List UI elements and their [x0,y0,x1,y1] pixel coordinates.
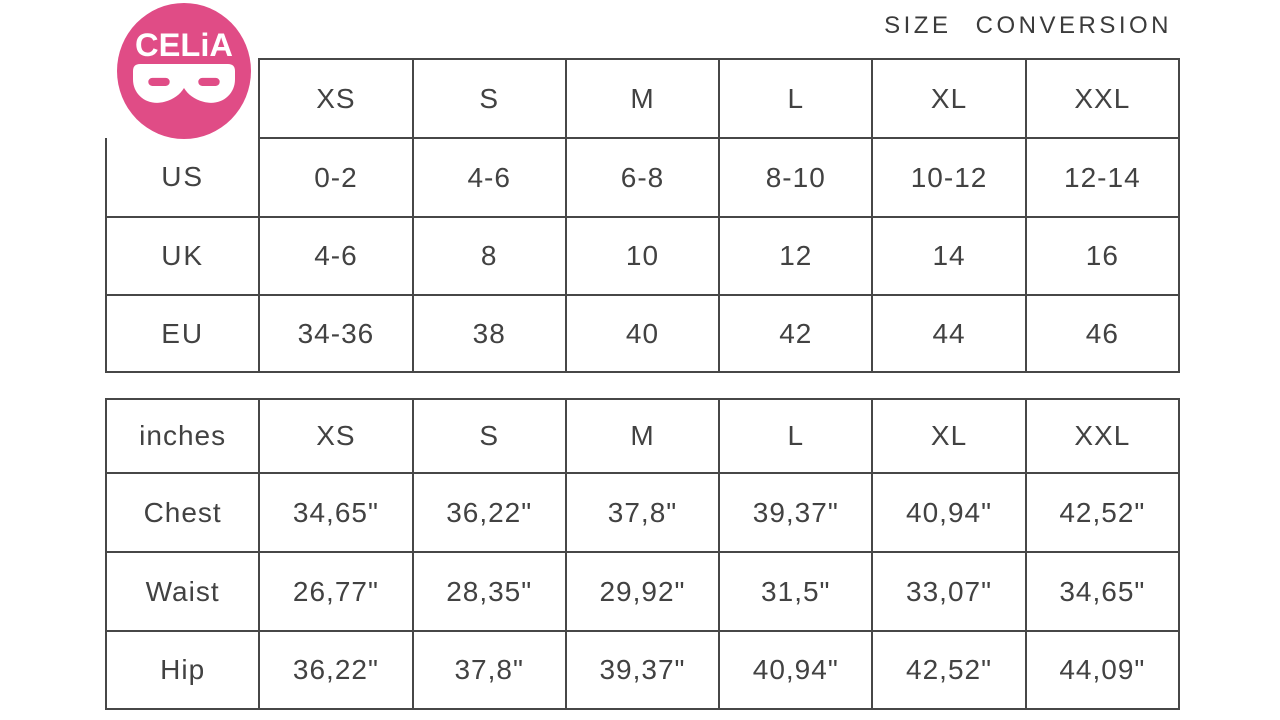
size-cell: 4-6 [411,137,567,218]
size-cell: 40 [564,294,721,373]
size-col-header-xl: XL [871,58,1027,139]
measure-cell: 37,8" [564,472,721,553]
row-label-waist: Waist [104,551,261,632]
size-conversion-table: XS S M L XL XXL US 0-2 4-6 6-8 8-10 10-1… [104,58,1181,373]
measure-cell: 34,65" [1024,551,1181,632]
row-label-chest: Chest [104,472,261,553]
table-row-uk: UK 4-6 8 10 12 14 16 [104,216,1181,296]
corner-empty-cell [106,59,261,138]
size-col-header-s: S [411,58,567,139]
size-cell: 46 [1024,294,1181,373]
measure-col-header-xl: XL [871,398,1027,474]
table-row-waist: Waist 26,77" 28,35" 29,92" 31,5" 33,07" … [104,551,1181,632]
measure-cell: 26,77" [258,551,414,632]
size-cell: 12 [718,216,874,296]
measure-cell: 42,52" [1024,472,1181,553]
measure-cell: 33,07" [871,551,1027,632]
table-row-eu: EU 34-36 38 40 42 44 46 [104,294,1181,373]
size-cell: 0-2 [258,137,414,218]
measure-header-row: inches XS S M L XL XXL [104,398,1181,474]
size-col-header-m: M [564,58,721,139]
measure-cell: 29,92" [564,551,721,632]
row-label-uk: UK [104,216,261,296]
size-col-header-xxl: XXL [1024,58,1181,139]
measure-col-header-l: L [718,398,874,474]
size-cell: 6-8 [564,137,721,218]
size-cell: 42 [718,294,874,373]
measure-cell: 28,35" [411,551,567,632]
measure-cell: 31,5" [718,551,874,632]
measure-col-header-xxl: XXL [1024,398,1181,474]
table-row-hip: Hip 36,22" 37,8" 39,37" 40,94" 42,52" 44… [104,630,1181,710]
size-cell: 12-14 [1024,137,1181,218]
measure-cell: 39,37" [718,472,874,553]
measure-cell: 40,94" [718,630,874,710]
size-cell: 10-12 [871,137,1027,218]
row-label-hip: Hip [104,630,261,710]
size-cell: 44 [871,294,1027,373]
size-col-header-xs: XS [258,58,414,139]
table-row-chest: Chest 34,65" 36,22" 37,8" 39,37" 40,94" … [104,472,1181,553]
size-cell: 38 [411,294,567,373]
measure-cell: 42,52" [871,630,1027,710]
measure-col-header-xs: XS [258,398,414,474]
size-cell: 8-10 [718,137,874,218]
table-row-us: US 0-2 4-6 6-8 8-10 10-12 12-14 [104,137,1181,218]
measure-col-header-m: M [564,398,721,474]
measure-cell: 44,09" [1024,630,1181,710]
size-cell: 14 [871,216,1027,296]
size-cell: 8 [411,216,567,296]
size-cell: 16 [1024,216,1181,296]
size-cell: 10 [564,216,721,296]
page-title: SIZE CONVERSION [884,12,1172,39]
measure-cell: 37,8" [411,630,567,710]
measure-cell: 40,94" [871,472,1027,553]
row-label-us: US [104,137,261,218]
unit-label-cell: inches [104,398,261,474]
size-header-row: XS S M L XL XXL [106,58,1181,139]
size-col-header-l: L [718,58,874,139]
row-label-eu: EU [104,294,261,373]
measure-cell: 34,65" [258,472,414,553]
measure-cell: 36,22" [411,472,567,553]
measure-cell: 36,22" [258,630,414,710]
size-cell: 4-6 [258,216,414,296]
size-cell: 34-36 [258,294,414,373]
measure-col-header-s: S [411,398,567,474]
measure-cell: 39,37" [564,630,721,710]
measurements-table: inches XS S M L XL XXL Chest 34,65" 36,2… [104,398,1181,710]
logo-wordmark: CELiA [135,26,233,63]
